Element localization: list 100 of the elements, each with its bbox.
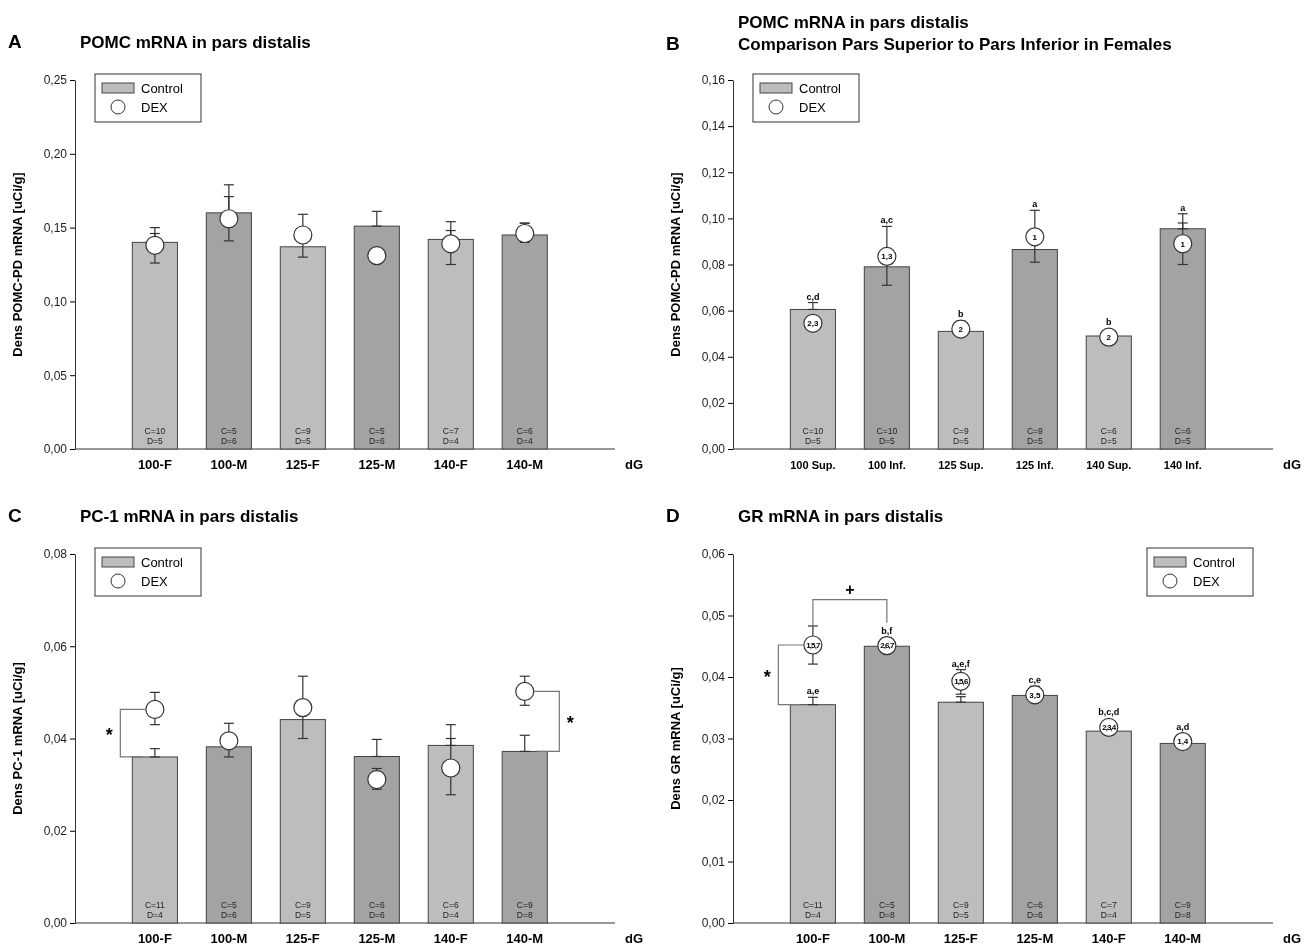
- bar: [863, 266, 910, 450]
- chart-subtitle: Comparison Pars Superior to Pars Inferior in Females: [738, 35, 1172, 54]
- legend-label: Control: [1193, 555, 1236, 570]
- chart-title: PC-1 mRNA in pars distalis: [80, 507, 299, 526]
- text: C: [8, 505, 22, 526]
- annotation: a,c: [880, 215, 894, 226]
- point: [441, 234, 461, 254]
- x-tick-label: 140-M: [506, 931, 544, 946]
- y-axis-title: Dens GR mRNA [uCi/g]: [668, 667, 683, 810]
- annotation: +: [845, 580, 855, 598]
- x-axis-title: dG: [1283, 931, 1302, 946]
- annotation: 2,3: [807, 319, 819, 329]
- y-tick-label: 0,00: [701, 442, 726, 457]
- chart-title: POMC mRNA in pars distalis: [738, 13, 969, 32]
- bar: [353, 755, 400, 924]
- text: D: [666, 505, 680, 526]
- point: [1173, 234, 1193, 254]
- annotation: C=7 D=4: [442, 426, 459, 446]
- x-tick-label: 125-F: [285, 931, 320, 946]
- bar: [1085, 335, 1132, 450]
- y-tick-label: 0,00: [43, 442, 68, 457]
- legend-label: DEX: [799, 100, 827, 115]
- annotation: 1: [1032, 232, 1038, 242]
- y-tick-label: 0,25: [43, 73, 68, 88]
- legend-label: DEX: [1193, 574, 1221, 589]
- y-tick-label: 0,02: [43, 824, 68, 839]
- x-tick-label: 100-M: [210, 457, 248, 472]
- bar: [131, 756, 178, 924]
- annotation: C=9 D=8: [516, 900, 533, 920]
- bar: [1011, 694, 1058, 924]
- annotation: b: [1106, 317, 1113, 328]
- annotation: C=6 D=5: [1100, 426, 1117, 446]
- annotation: 1,4: [1177, 737, 1189, 747]
- annotation: C=7 D=4: [1100, 900, 1117, 920]
- annotation: b,f: [881, 625, 894, 636]
- annotation: b: [958, 309, 965, 320]
- legend-label: Control: [141, 555, 184, 570]
- annotation: C=9 D=5: [294, 426, 312, 446]
- y-tick-label: 0,01: [701, 854, 726, 869]
- legend-label: DEX: [141, 100, 169, 115]
- bracket: *: [763, 644, 805, 706]
- legend-label: DEX: [141, 574, 169, 589]
- annotation: C=6 D=6: [1026, 900, 1043, 920]
- bar: [131, 241, 178, 450]
- y-tick-label: 0,02: [701, 793, 726, 808]
- annotation: C=9 D=5: [294, 900, 312, 920]
- y-tick-label: 0,10: [43, 294, 68, 309]
- annotation: c,e: [1028, 674, 1042, 685]
- annotation: c,d: [806, 291, 820, 302]
- annotation: C=10 D=5: [144, 426, 166, 446]
- x-tick-label: 125-M: [1016, 931, 1054, 946]
- annotation: C=11 D=4: [802, 900, 824, 920]
- y-tick-label: 0,15: [43, 220, 68, 235]
- y-tick-label: 0,20: [43, 147, 68, 162]
- bar: [789, 704, 836, 924]
- y-tick-label: 0,05: [701, 608, 726, 623]
- legend-label: Control: [799, 81, 842, 96]
- x-tick-label: 100 Inf.: [867, 459, 906, 471]
- y-tick-label: 0,04: [701, 350, 726, 365]
- annotation: C=11 D=4: [144, 900, 166, 920]
- x-tick-label: 140 Inf.: [1163, 459, 1202, 471]
- point: [219, 209, 239, 229]
- annotation: C=6 D=4: [516, 426, 533, 446]
- bar: [937, 330, 984, 450]
- annotation: 2: [1106, 332, 1112, 342]
- bar: [789, 308, 836, 450]
- annotation: a,d: [1176, 721, 1190, 732]
- annotation: C=6 D=4: [442, 900, 459, 920]
- annotation: C=9 D=5: [952, 900, 970, 920]
- bracket: +: [812, 580, 888, 626]
- y-tick-label: 0,02: [701, 396, 726, 411]
- bar: [937, 701, 984, 924]
- x-tick-label: 140-F: [433, 457, 468, 472]
- y-tick-label: 0,08: [43, 547, 68, 562]
- y-tick-label: 0,00: [701, 916, 726, 931]
- y-tick-label: 0,04: [701, 670, 726, 685]
- annotation: 1,5,7: [806, 640, 821, 650]
- annotation: *: [763, 666, 771, 687]
- x-tick-label: 125 Inf.: [1015, 459, 1054, 471]
- text: B: [666, 33, 680, 54]
- x-tick-label: 140 Sup.: [1086, 459, 1132, 471]
- annotation: C=6 D=5: [1174, 426, 1191, 446]
- annotation: C=5 D=6: [368, 426, 385, 446]
- chart-title: GR mRNA in pars distalis: [738, 507, 944, 526]
- legend-label: Control: [141, 81, 184, 96]
- annotation: 2,3,4: [1102, 723, 1117, 733]
- x-tick-label: 140-F: [1091, 931, 1126, 946]
- annotation: C=5 D=6: [220, 426, 238, 446]
- bar: [1159, 228, 1206, 450]
- bar: [427, 744, 474, 924]
- bar: [353, 225, 400, 450]
- x-tick-label: 140-M: [506, 457, 544, 472]
- y-tick-label: 0,00: [43, 916, 68, 931]
- annotation: C=10 D=5: [876, 426, 898, 446]
- x-tick-label: 125-M: [358, 931, 396, 946]
- bar: [279, 719, 326, 924]
- chart-title: POMC mRNA in pars distalis: [80, 33, 311, 52]
- x-tick-label: 125 Sup.: [938, 459, 984, 471]
- bar: [501, 750, 548, 924]
- y-tick-label: 0,08: [701, 257, 726, 272]
